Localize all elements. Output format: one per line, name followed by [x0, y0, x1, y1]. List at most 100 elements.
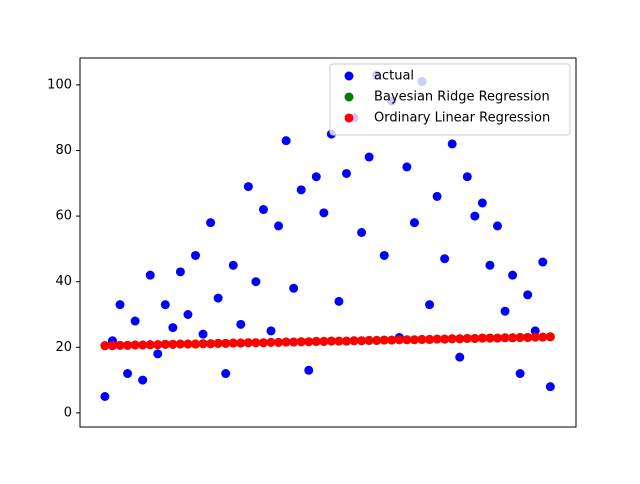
point — [130, 316, 140, 326]
point — [455, 334, 465, 344]
point — [523, 290, 533, 300]
legend-marker — [344, 113, 354, 123]
point — [326, 336, 336, 346]
point — [341, 336, 351, 346]
point — [198, 329, 208, 339]
point — [311, 336, 321, 346]
point — [274, 337, 284, 347]
point — [462, 172, 472, 182]
point — [334, 336, 344, 346]
point — [281, 136, 291, 146]
point — [492, 333, 502, 343]
point — [311, 172, 321, 182]
point — [175, 339, 185, 349]
point — [379, 335, 389, 345]
legend-box — [329, 63, 571, 136]
point — [213, 338, 223, 348]
point — [545, 382, 555, 392]
point — [409, 218, 419, 228]
point — [485, 333, 495, 343]
point — [236, 319, 246, 329]
point — [545, 332, 555, 342]
point — [364, 335, 374, 345]
point — [206, 218, 216, 228]
point — [145, 270, 155, 280]
point — [274, 221, 284, 231]
point — [304, 365, 314, 375]
point — [492, 221, 502, 231]
y-tick-label: 0 — [64, 405, 72, 420]
point — [183, 339, 193, 349]
point — [115, 340, 125, 350]
point — [455, 352, 465, 362]
point — [394, 335, 404, 345]
point — [485, 260, 495, 270]
point — [153, 340, 163, 350]
point — [258, 338, 268, 348]
point — [175, 267, 185, 277]
point — [538, 257, 548, 267]
point — [530, 332, 540, 342]
point — [357, 227, 367, 237]
point — [296, 337, 306, 347]
point — [432, 334, 442, 344]
point — [296, 185, 306, 195]
y-tick-label: 60 — [55, 209, 72, 224]
point — [334, 296, 344, 306]
point — [153, 349, 163, 359]
point — [198, 339, 208, 349]
point — [100, 391, 110, 401]
y-tick-label: 100 — [47, 77, 72, 92]
point — [508, 333, 518, 343]
point — [477, 198, 487, 208]
point — [319, 208, 329, 218]
point — [470, 211, 480, 221]
point — [440, 334, 450, 344]
point — [236, 338, 246, 348]
point — [243, 338, 253, 348]
point — [168, 339, 178, 349]
point — [266, 337, 276, 347]
legend-marker — [344, 71, 354, 81]
point — [402, 335, 412, 345]
point — [100, 341, 110, 351]
point — [123, 369, 133, 379]
point — [447, 139, 457, 149]
point — [357, 336, 367, 346]
point — [341, 168, 351, 178]
point — [500, 333, 510, 343]
point — [289, 283, 299, 293]
point — [258, 205, 268, 215]
point — [123, 340, 133, 350]
point — [206, 339, 216, 349]
point — [115, 300, 125, 310]
point — [447, 334, 457, 344]
point — [425, 300, 435, 310]
point — [538, 332, 548, 342]
point — [319, 336, 329, 346]
point — [138, 340, 148, 350]
legend-label: Bayesian Ridge Regression — [374, 90, 550, 105]
point — [349, 336, 359, 346]
point — [515, 332, 525, 342]
point — [500, 306, 510, 316]
point — [191, 250, 201, 260]
point — [477, 333, 487, 343]
point — [221, 369, 231, 379]
point — [432, 191, 442, 201]
point — [523, 332, 533, 342]
point — [402, 162, 412, 172]
legend-marker — [344, 92, 354, 102]
point — [387, 335, 397, 345]
point — [130, 340, 140, 350]
point — [379, 250, 389, 260]
point — [243, 182, 253, 192]
point — [289, 337, 299, 347]
plot-frame — [79, 57, 577, 428]
legend-label: Ordinary Linear Regression — [374, 111, 550, 126]
point — [364, 152, 374, 162]
point — [372, 335, 382, 345]
point — [470, 333, 480, 343]
point — [251, 338, 261, 348]
